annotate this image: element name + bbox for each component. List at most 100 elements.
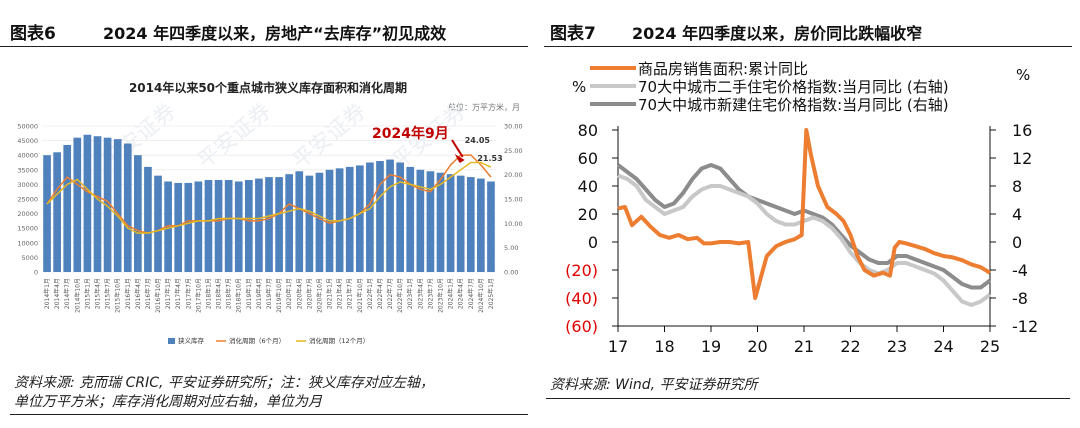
x-axis-tick: 2015年7月: [104, 278, 112, 309]
left-bottom-rule: [10, 414, 528, 415]
x-axis-tick: 2014年10月: [73, 278, 81, 313]
inventory-bar: [386, 159, 394, 272]
inventory-bar: [275, 177, 283, 272]
x-axis-tick: 2024年1月: [447, 278, 455, 309]
x-axis-tick: 2022年1月: [366, 278, 374, 309]
right-y-tick: 16: [1012, 121, 1032, 140]
annotation-2024-sep: 2024年9月: [372, 125, 449, 142]
inventory-bar: [244, 180, 253, 272]
watermark-text: 平安证券: [193, 99, 276, 175]
legend-label-12m: 消化周期（12个月）: [309, 336, 369, 345]
x-axis-tick: 24: [933, 337, 953, 356]
inventory-bar: [355, 165, 364, 272]
left-y-tick: 50000: [17, 123, 38, 131]
left-y-tick: 40: [578, 177, 598, 196]
x-axis-tick: 2019年7月: [265, 278, 273, 309]
inventory-bar: [43, 155, 51, 272]
right-y-tick: 4: [1012, 205, 1022, 224]
right-y-tick: 8: [1012, 177, 1022, 196]
x-axis-tick: 2014年1月: [43, 278, 51, 309]
left-source-line-2: 单位万平方米；库存消化周期对应右轴，单位为月: [14, 394, 322, 410]
left-source-line-1: 资料来源: 克而瑞 CRIC, 平安证券研究所；注：狭义库存对应左轴，: [14, 375, 434, 391]
cycle-6m-line: [46, 154, 492, 234]
x-axis-tick: 2015年10月: [114, 278, 122, 313]
right-figure-title: 2024 年四季度以来，房价同比跌幅收窄: [632, 24, 923, 43]
inventory-bar: [305, 175, 314, 272]
inventory-bar: [73, 137, 82, 272]
left-figure-header: 图表6 2024 年四季度以来，房地产“去库存”初见成效: [0, 16, 528, 47]
x-axis-tick: 22: [840, 337, 860, 356]
left-y-tick: 60: [578, 149, 598, 168]
inventory-bar: [103, 137, 112, 272]
x-axis-tick: 2019年4月: [255, 278, 263, 309]
right-bottom-rule: [546, 398, 1070, 399]
x-axis-tick: 2016年1月: [124, 278, 132, 309]
left-y-tick: (40): [565, 289, 598, 308]
right-source-note: 资料来源: Wind, 平安证券研究所: [550, 377, 758, 393]
x-axis-tick: 17: [608, 337, 628, 356]
cycle-12m-line: [46, 161, 492, 234]
inventory-bar: [456, 175, 465, 272]
left-axis-unit: %: [572, 78, 586, 96]
inventory-bar: [406, 166, 415, 272]
left-y-tick: 20000: [17, 210, 38, 218]
x-axis-tick: 2018年1月: [204, 278, 212, 309]
x-axis-tick: 2024年10月: [477, 278, 485, 313]
inventory-chart-title: 2014年以来50个重点城市狭义库存面积和消化周期: [129, 80, 407, 95]
inventory-bar: [366, 162, 374, 272]
inventory-bar: [426, 171, 435, 272]
legend-label-2: 70大中城市新建住宅价格指数:当月同比 (右轴): [638, 96, 949, 114]
left-y-tick: 5000: [21, 254, 38, 262]
right-axis-unit: %: [1016, 66, 1030, 84]
watermark-text: 平安证券: [288, 99, 371, 175]
inventory-bar: [93, 136, 102, 272]
inventory-bar: [396, 162, 404, 272]
inventory-bar: [376, 161, 384, 272]
right-y-tick: 20.00: [504, 171, 523, 179]
inventory-unit-label: 单位：万平方米，月: [448, 102, 520, 112]
left-y-tick: 80: [578, 121, 598, 140]
inventory-bar: [83, 134, 92, 272]
inventory-bar: [315, 172, 324, 272]
right-figure-panel: 图表7 2024 年四季度以来，房价同比跌幅收窄 商品房销售面积:累计同比 70大…: [544, 0, 1080, 428]
peak-data-label: 24.05: [465, 136, 491, 145]
inventory-bar: [154, 175, 162, 272]
left-y-tick: 45000: [17, 137, 38, 145]
x-axis-tick: 2021年4月: [336, 278, 344, 309]
x-axis-tick: 23: [887, 337, 907, 356]
left-figure-title: 2024 年四季度以来，房地产“去库存”初见成效: [103, 24, 447, 43]
inventory-bar: [285, 174, 294, 272]
inventory-bar: [345, 166, 354, 272]
x-axis-tick: 2023年4月: [416, 278, 424, 309]
right-y-tick: -4: [1012, 261, 1028, 280]
inventory-bar: [446, 174, 455, 272]
x-axis-tick: 2015年4月: [93, 278, 101, 309]
inventory-bar: [174, 182, 183, 272]
sales-area-line: [617, 128, 992, 300]
x-axis-tick: 2025年1月: [487, 278, 495, 309]
right-y-tick: 12: [1012, 149, 1032, 168]
inventory-bar: [113, 139, 122, 272]
inventory-bar: [204, 180, 213, 272]
right-y-tick: -12: [1012, 317, 1038, 336]
left-source-note: 资料来源: 克而瑞 CRIC, 平安证券研究所；注：狭义库存对应左轴， 单位万平…: [14, 374, 534, 412]
x-axis-tick: 2017年7月: [184, 278, 192, 309]
inventory-bar: [123, 143, 132, 272]
x-axis-tick: 2014年4月: [53, 278, 61, 309]
legend-swatch-inventory: [168, 338, 175, 344]
left-y-tick: 15000: [17, 225, 38, 233]
inventory-bar: [134, 155, 142, 272]
x-axis-tick: 21: [794, 337, 814, 356]
inventory-bar: [487, 181, 495, 272]
left-y-tick: 20: [578, 205, 598, 224]
x-axis-tick: 2023年1月: [406, 278, 414, 309]
right-y-tick: 25.00: [504, 147, 523, 155]
inventory-bar: [63, 144, 72, 272]
inventory-bar: [255, 178, 263, 272]
x-axis-tick: 19: [701, 337, 721, 356]
x-axis-tick: 2017年4月: [174, 278, 182, 309]
x-axis-tick: 2024年7月: [467, 278, 475, 309]
x-axis-tick: 2016年7月: [144, 278, 152, 309]
x-axis-tick: 2023年7月: [426, 278, 434, 309]
